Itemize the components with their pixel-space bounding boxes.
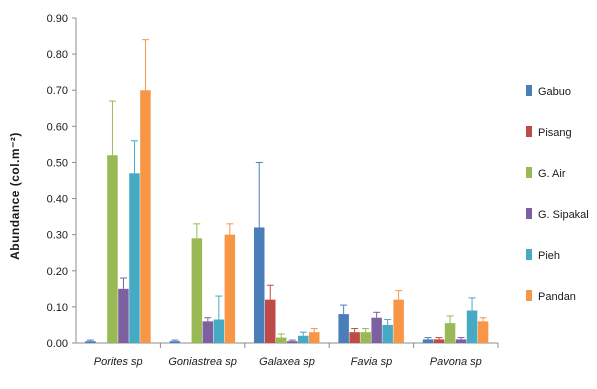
bar xyxy=(107,155,118,343)
x-category-label: Favia sp xyxy=(351,356,393,368)
legend-entry: G. Sipakal xyxy=(538,209,589,221)
bar xyxy=(191,238,203,343)
bar xyxy=(309,332,320,343)
bar xyxy=(382,324,393,343)
error-bars xyxy=(86,39,487,342)
y-tick-label: 0.40 xyxy=(47,194,68,206)
y-tick-label: 0.00 xyxy=(47,338,68,350)
bar xyxy=(85,341,96,343)
x-category-label: Porites sp xyxy=(94,356,143,368)
legend-swatch xyxy=(526,249,532,260)
y-tick-label: 0.10 xyxy=(47,302,68,314)
legend-entry: Gabuo xyxy=(538,86,571,98)
bar xyxy=(455,339,467,343)
legend-entry: Pandan xyxy=(538,291,576,303)
bar xyxy=(202,321,214,343)
bar xyxy=(213,319,225,343)
legend-entry: Pisang xyxy=(538,127,572,139)
y-tick-label: 0.90 xyxy=(47,13,68,25)
bar xyxy=(477,321,489,343)
y-tick-label: 0.50 xyxy=(47,157,68,169)
axis-labels: 0.00 0.10 0.20 0.30 0.40 0.50 0.60 0.70 0.80 0.90… xyxy=(47,13,482,368)
bar xyxy=(466,310,478,343)
legend-swatch xyxy=(526,167,532,178)
legend: Gabuo Pisang G. Air G. Sipakal Pieh Pandan xyxy=(526,85,589,303)
x-category-label: Pavona sp xyxy=(430,356,482,368)
bar xyxy=(129,173,140,343)
bar xyxy=(276,337,287,343)
legend-entry: Pieh xyxy=(538,250,560,262)
legend-swatch xyxy=(526,85,532,96)
bar xyxy=(360,332,371,343)
bar xyxy=(433,339,445,343)
x-category-label: Goniastrea sp xyxy=(168,356,236,368)
bar xyxy=(254,227,265,343)
bar xyxy=(169,341,181,343)
legend-entry: G. Air xyxy=(538,168,566,180)
y-tick-label: 0.80 xyxy=(47,49,68,61)
bar xyxy=(338,314,349,343)
legend-swatch xyxy=(526,290,532,301)
bar xyxy=(422,339,434,343)
legend-swatch xyxy=(526,126,532,137)
y-tick-label: 0.60 xyxy=(47,121,68,133)
bar xyxy=(371,317,382,343)
bar xyxy=(140,90,151,343)
x-category-label: Galaxea sp xyxy=(259,356,315,368)
bar xyxy=(118,288,129,343)
bar xyxy=(224,234,236,343)
bars xyxy=(85,90,489,343)
bar xyxy=(349,332,360,343)
bar xyxy=(444,323,456,343)
y-axis-label: Abundance (col.m⁻²) xyxy=(8,132,22,260)
bar xyxy=(287,341,298,343)
y-tick-label: 0.30 xyxy=(47,230,68,242)
y-tick-label: 0.70 xyxy=(47,85,68,97)
y-tick-label: 0.20 xyxy=(47,266,68,278)
bar xyxy=(393,299,404,343)
bar xyxy=(265,299,276,343)
bar xyxy=(298,335,309,343)
legend-swatch xyxy=(526,208,532,219)
